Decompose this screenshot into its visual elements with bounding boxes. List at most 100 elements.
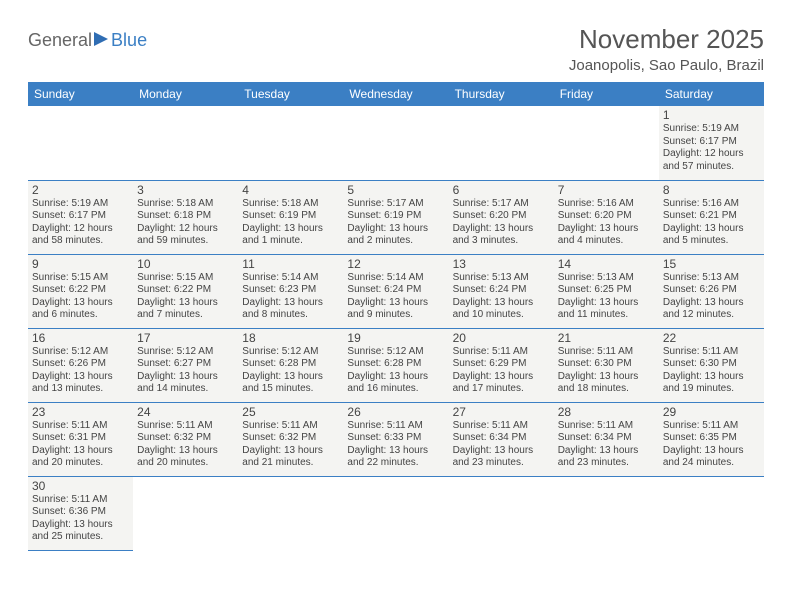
day-info-line: Daylight: 13 hours <box>32 297 129 310</box>
header: General Blue November 2025 Joanopolis, S… <box>28 24 764 74</box>
day-info-line: Daylight: 13 hours <box>137 371 234 384</box>
calendar-cell: 9Sunrise: 5:15 AMSunset: 6:22 PMDaylight… <box>28 254 133 328</box>
day-number: 8 <box>663 183 760 197</box>
logo-sail-icon <box>94 32 108 46</box>
calendar-cell: 21Sunrise: 5:11 AMSunset: 6:30 PMDayligh… <box>554 328 659 402</box>
day-number: 10 <box>137 257 234 271</box>
day-info-line: Daylight: 12 hours <box>137 223 234 236</box>
calendar-week: 2Sunrise: 5:19 AMSunset: 6:17 PMDaylight… <box>28 180 764 254</box>
day-info-line: Daylight: 13 hours <box>453 223 550 236</box>
day-number: 23 <box>32 405 129 419</box>
logo: General Blue <box>28 30 147 51</box>
day-info-line: Daylight: 13 hours <box>558 297 655 310</box>
day-number: 18 <box>242 331 339 345</box>
calendar-cell: 12Sunrise: 5:14 AMSunset: 6:24 PMDayligh… <box>343 254 448 328</box>
day-info-line: and 58 minutes. <box>32 235 129 248</box>
calendar-cell: 18Sunrise: 5:12 AMSunset: 6:28 PMDayligh… <box>238 328 343 402</box>
calendar-cell <box>449 106 554 180</box>
day-info-line: and 21 minutes. <box>242 457 339 470</box>
day-info-line: Sunrise: 5:12 AM <box>32 346 129 359</box>
month-title: November 2025 <box>569 24 764 55</box>
day-info-line: Daylight: 13 hours <box>32 445 129 458</box>
day-info-line: Sunrise: 5:11 AM <box>663 346 760 359</box>
calendar-cell: 6Sunrise: 5:17 AMSunset: 6:20 PMDaylight… <box>449 180 554 254</box>
day-info-line: Sunrise: 5:15 AM <box>32 272 129 285</box>
calendar-cell: 7Sunrise: 5:16 AMSunset: 6:20 PMDaylight… <box>554 180 659 254</box>
day-info-line: Sunset: 6:36 PM <box>32 506 129 519</box>
day-info-line: Daylight: 13 hours <box>242 297 339 310</box>
day-info-line: and 23 minutes. <box>558 457 655 470</box>
day-number: 11 <box>242 257 339 271</box>
day-info-line: Sunset: 6:18 PM <box>137 210 234 223</box>
day-info-line: Sunrise: 5:11 AM <box>558 346 655 359</box>
day-info-line: Sunrise: 5:11 AM <box>32 494 129 507</box>
day-info-line: Sunrise: 5:13 AM <box>453 272 550 285</box>
day-info-line: Sunrise: 5:14 AM <box>347 272 444 285</box>
day-info-line: Daylight: 13 hours <box>558 223 655 236</box>
day-info-line: and 5 minutes. <box>663 235 760 248</box>
day-info-line: Sunrise: 5:11 AM <box>242 420 339 433</box>
day-number: 30 <box>32 479 129 493</box>
calendar-cell: 14Sunrise: 5:13 AMSunset: 6:25 PMDayligh… <box>554 254 659 328</box>
day-info-line: Sunset: 6:31 PM <box>32 432 129 445</box>
calendar-cell: 13Sunrise: 5:13 AMSunset: 6:24 PMDayligh… <box>449 254 554 328</box>
day-info-line: Daylight: 13 hours <box>137 445 234 458</box>
logo-text-2: Blue <box>111 30 147 51</box>
calendar-cell: 23Sunrise: 5:11 AMSunset: 6:31 PMDayligh… <box>28 402 133 476</box>
day-info-line: Sunrise: 5:19 AM <box>32 198 129 211</box>
day-info-line: and 23 minutes. <box>453 457 550 470</box>
calendar-week: 9Sunrise: 5:15 AMSunset: 6:22 PMDaylight… <box>28 254 764 328</box>
calendar-cell <box>343 476 448 550</box>
day-info-line: Sunset: 6:17 PM <box>663 136 760 149</box>
day-number: 24 <box>137 405 234 419</box>
day-number: 26 <box>347 405 444 419</box>
day-info-line: and 25 minutes. <box>32 531 129 544</box>
day-number: 29 <box>663 405 760 419</box>
location: Joanopolis, Sao Paulo, Brazil <box>569 57 764 74</box>
day-info-line: Daylight: 13 hours <box>453 371 550 384</box>
calendar-cell <box>238 476 343 550</box>
day-info-line: Sunrise: 5:18 AM <box>137 198 234 211</box>
day-info-line: Sunset: 6:22 PM <box>137 284 234 297</box>
calendar-cell: 2Sunrise: 5:19 AMSunset: 6:17 PMDaylight… <box>28 180 133 254</box>
day-info-line: Sunrise: 5:17 AM <box>453 198 550 211</box>
day-info-line: Daylight: 13 hours <box>663 223 760 236</box>
day-info-line: Sunrise: 5:18 AM <box>242 198 339 211</box>
calendar-cell: 8Sunrise: 5:16 AMSunset: 6:21 PMDaylight… <box>659 180 764 254</box>
calendar-week: 1Sunrise: 5:19 AMSunset: 6:17 PMDaylight… <box>28 106 764 180</box>
day-info-line: Daylight: 12 hours <box>32 223 129 236</box>
calendar-week: 16Sunrise: 5:12 AMSunset: 6:26 PMDayligh… <box>28 328 764 402</box>
day-number: 25 <box>242 405 339 419</box>
day-info-line: Sunrise: 5:16 AM <box>558 198 655 211</box>
day-number: 3 <box>137 183 234 197</box>
day-info-line: and 8 minutes. <box>242 309 339 322</box>
day-info-line: and 3 minutes. <box>453 235 550 248</box>
day-info-line: and 1 minute. <box>242 235 339 248</box>
day-info-line: Sunrise: 5:12 AM <box>137 346 234 359</box>
day-number: 1 <box>663 108 760 122</box>
day-number: 5 <box>347 183 444 197</box>
calendar-cell: 3Sunrise: 5:18 AMSunset: 6:18 PMDaylight… <box>133 180 238 254</box>
day-number: 13 <box>453 257 550 271</box>
day-info-line: Daylight: 13 hours <box>558 445 655 458</box>
day-info-line: and 18 minutes. <box>558 383 655 396</box>
calendar-cell: 11Sunrise: 5:14 AMSunset: 6:23 PMDayligh… <box>238 254 343 328</box>
day-info-line: Sunset: 6:24 PM <box>347 284 444 297</box>
day-info-line: Sunset: 6:33 PM <box>347 432 444 445</box>
day-info-line: Sunrise: 5:12 AM <box>242 346 339 359</box>
day-info-line: and 7 minutes. <box>137 309 234 322</box>
calendar-cell <box>28 106 133 180</box>
day-number: 28 <box>558 405 655 419</box>
day-info-line: and 12 minutes. <box>663 309 760 322</box>
calendar-cell <box>554 106 659 180</box>
day-info-line: and 20 minutes. <box>32 457 129 470</box>
calendar-cell: 19Sunrise: 5:12 AMSunset: 6:28 PMDayligh… <box>343 328 448 402</box>
calendar-table: Sunday Monday Tuesday Wednesday Thursday… <box>28 82 764 551</box>
day-info-line: and 59 minutes. <box>137 235 234 248</box>
day-info-line: and 10 minutes. <box>453 309 550 322</box>
day-info-line: Daylight: 13 hours <box>663 445 760 458</box>
day-info-line: Sunset: 6:25 PM <box>558 284 655 297</box>
day-info-line: Sunrise: 5:19 AM <box>663 123 760 136</box>
day-number: 27 <box>453 405 550 419</box>
calendar-cell: 29Sunrise: 5:11 AMSunset: 6:35 PMDayligh… <box>659 402 764 476</box>
